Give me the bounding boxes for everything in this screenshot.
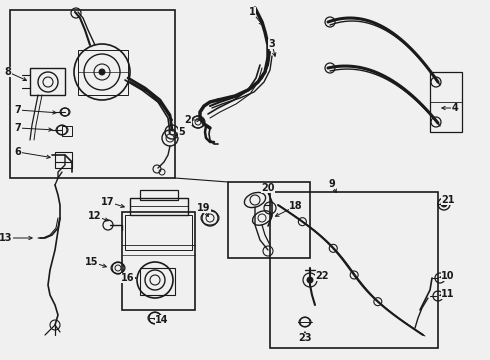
Text: 10: 10 [441, 271, 455, 281]
Text: 14: 14 [155, 315, 169, 325]
Bar [270, 192, 438, 348]
Text: 5: 5 [179, 127, 185, 137]
Text: 19: 19 [197, 203, 211, 213]
Bar [125, 215, 192, 250]
Text: 17: 17 [101, 197, 115, 207]
Bar [122, 212, 195, 310]
Bar [130, 198, 188, 215]
Bar [78, 50, 128, 95]
Text: 15: 15 [85, 257, 99, 267]
Text: 2: 2 [185, 115, 192, 125]
Text: 9: 9 [329, 179, 335, 189]
Bar [10, 10, 175, 178]
Text: 7: 7 [15, 123, 22, 133]
Circle shape [307, 277, 313, 283]
Text: 20: 20 [261, 183, 275, 193]
Circle shape [441, 201, 447, 207]
Text: 3: 3 [269, 39, 275, 49]
Bar [140, 190, 178, 200]
Text: 16: 16 [121, 273, 135, 283]
Bar [430, 72, 462, 132]
Circle shape [99, 69, 105, 75]
Bar [30, 68, 65, 95]
Text: 1: 1 [248, 7, 255, 17]
Bar [140, 268, 175, 295]
Text: 21: 21 [441, 195, 455, 205]
Text: 11: 11 [441, 289, 455, 299]
Text: 7: 7 [15, 105, 22, 115]
Text: 8: 8 [4, 67, 11, 77]
Text: 13: 13 [0, 233, 13, 243]
Text: 6: 6 [15, 147, 22, 157]
Text: 18: 18 [289, 201, 303, 211]
Bar [228, 182, 310, 258]
Bar [62, 126, 72, 136]
Text: 12: 12 [88, 211, 102, 221]
Text: 23: 23 [298, 333, 312, 343]
Text: 22: 22 [315, 271, 329, 281]
Text: 4: 4 [452, 103, 458, 113]
